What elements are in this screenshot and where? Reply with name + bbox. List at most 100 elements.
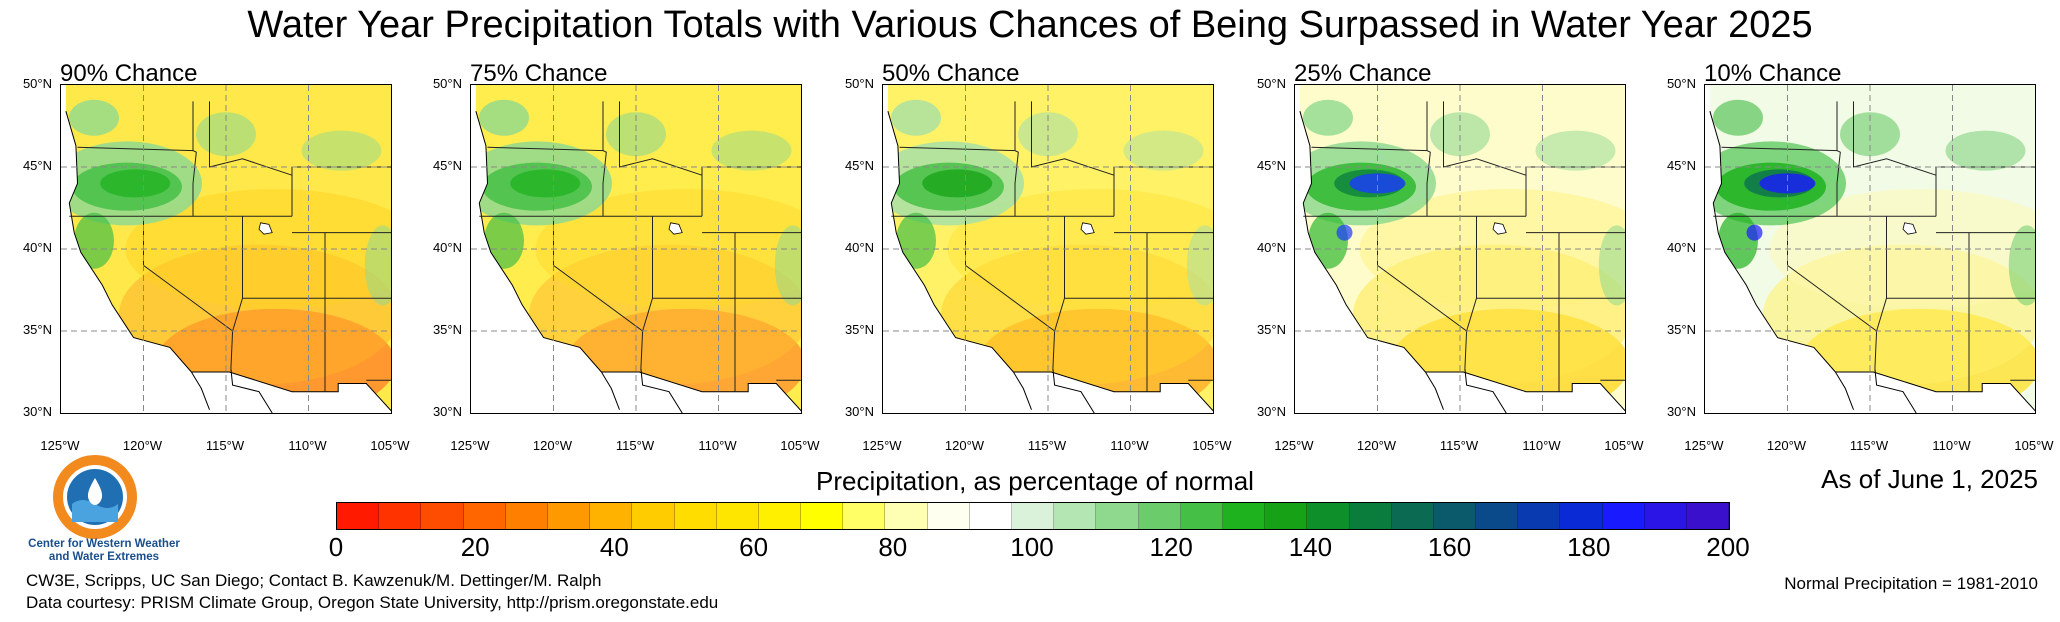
map-panel-3: 50% Chance [822, 60, 1232, 453]
colorbar-tick-label: 140 [1288, 532, 1333, 562]
lat-tick-label: 40°N [22, 240, 52, 255]
lon-tick-label: 105°W [780, 438, 820, 453]
state-border [1443, 101, 1527, 176]
lon-tick-label: 110°W [698, 438, 737, 453]
colorbar-swatch [421, 503, 464, 529]
colorbar-swatch [505, 503, 548, 529]
precip-field [510, 169, 581, 198]
baja-coast [1834, 371, 1854, 410]
colorbar-tick-label: 60 [739, 532, 769, 562]
colorbar-swatch [1138, 503, 1181, 529]
precip-field [74, 212, 114, 269]
colorbar-swatch [463, 503, 506, 529]
gulf-coast [640, 368, 683, 413]
state-border [1052, 330, 1056, 369]
panel-label: 25% Chance [1294, 60, 1432, 87]
panel-label: 90% Chance [60, 60, 198, 87]
precip-field [1713, 99, 1763, 136]
colorbar-swatch [1433, 503, 1477, 529]
state-border [77, 101, 194, 152]
lat-tick-label: 50°N [1666, 76, 1696, 91]
lon-tick-label: 110°W [1110, 438, 1149, 453]
precip-field [1535, 130, 1616, 171]
mexico-border [1835, 371, 2035, 412]
colorbar-swatch [885, 503, 928, 529]
colorbar-swatch [1222, 503, 1266, 529]
colorbar-swatch [1307, 503, 1350, 529]
state-border [1721, 101, 1838, 152]
lon-tick-label: 105°W [1604, 438, 1644, 453]
as-of-date: As of June 1, 2025 [1821, 464, 2038, 494]
state-border [1426, 150, 1431, 217]
colorbar-swatch [1476, 503, 1519, 529]
colorbar-swatch [801, 503, 844, 529]
lat-tick-label: 45°N [22, 158, 52, 173]
precip-field [364, 225, 391, 306]
precip-map [60, 84, 392, 414]
precip-field [100, 169, 171, 198]
precip-field [1718, 212, 1758, 269]
great-salt-lake [1492, 222, 1507, 235]
lat-tick-label: 35°N [844, 322, 874, 337]
state-border [1836, 150, 1841, 217]
colorbar-tick-label: 80 [878, 532, 908, 562]
coastline [1709, 111, 1836, 373]
precip-map [1704, 84, 2036, 414]
gulf-coast [230, 368, 273, 413]
precip-field [1430, 112, 1490, 157]
lat-tick-label: 30°N [1256, 404, 1286, 419]
gulf-coast [1874, 368, 1917, 413]
colorbar-swatch [632, 503, 675, 529]
precip-field [479, 99, 529, 136]
colorbar [336, 502, 1730, 530]
precip-field [69, 99, 119, 136]
lon-tick-label: 125°W [450, 438, 490, 453]
precip-field [896, 212, 936, 269]
coastline [65, 111, 192, 373]
lat-tick-label: 35°N [1666, 322, 1696, 337]
colorbar-tick-label: 100 [1010, 532, 1054, 562]
very-wet-area [1336, 224, 1353, 241]
state-border [776, 379, 801, 381]
lat-tick-label: 50°N [432, 76, 462, 91]
colorbar-swatch [337, 503, 380, 529]
colorbar-tick-label: 160 [1427, 532, 1472, 562]
colorbar-swatch [1180, 503, 1223, 529]
lon-tick-label: 115°W [205, 438, 245, 453]
very-wet-area [1349, 173, 1406, 194]
lat-tick-label: 40°N [1666, 240, 1696, 255]
mexico-border [191, 371, 391, 412]
precip-map [882, 84, 1214, 414]
great-salt-lake [1080, 222, 1095, 235]
lat-tick-label: 50°N [844, 76, 874, 91]
colorbar-tick-label: 0 [328, 532, 344, 562]
precip-field [1186, 225, 1213, 306]
state-border [366, 379, 391, 381]
colorbar-swatch [547, 503, 591, 529]
precip-field [1598, 225, 1625, 306]
lon-tick-label: 105°W [370, 438, 410, 453]
credits-line1: CW3E, Scripps, UC San Diego; Contact B. … [26, 571, 602, 590]
lon-tick-label: 125°W [1274, 438, 1314, 453]
logo-caption: Center for Western Weather and Water Ext… [14, 538, 194, 564]
colorbar-swatch [1644, 503, 1687, 529]
lat-tick-label: 35°N [1256, 322, 1286, 337]
lat-tick-label: 40°N [844, 240, 874, 255]
lon-tick-label: 115°W [615, 438, 655, 453]
baja-coast [190, 371, 210, 410]
precip-field [1303, 99, 1353, 136]
colorbar-tick-label: 20 [460, 532, 490, 562]
great-salt-lake [258, 222, 273, 235]
colorbar-swatch [1391, 503, 1434, 529]
baja-coast [1424, 371, 1444, 410]
state-border [899, 101, 1016, 152]
lon-tick-label: 110°W [1522, 438, 1561, 453]
lat-tick-label: 45°N [432, 158, 462, 173]
colorbar-tick-label: 40 [599, 532, 629, 562]
lat-tick-label: 30°N [22, 404, 52, 419]
lat-tick-label: 35°N [432, 322, 462, 337]
precip-field [606, 112, 666, 157]
map-panel-5: 10% Chance [1644, 60, 2054, 453]
panel-label: 75% Chance [470, 60, 608, 87]
lat-tick-label: 30°N [844, 404, 874, 419]
